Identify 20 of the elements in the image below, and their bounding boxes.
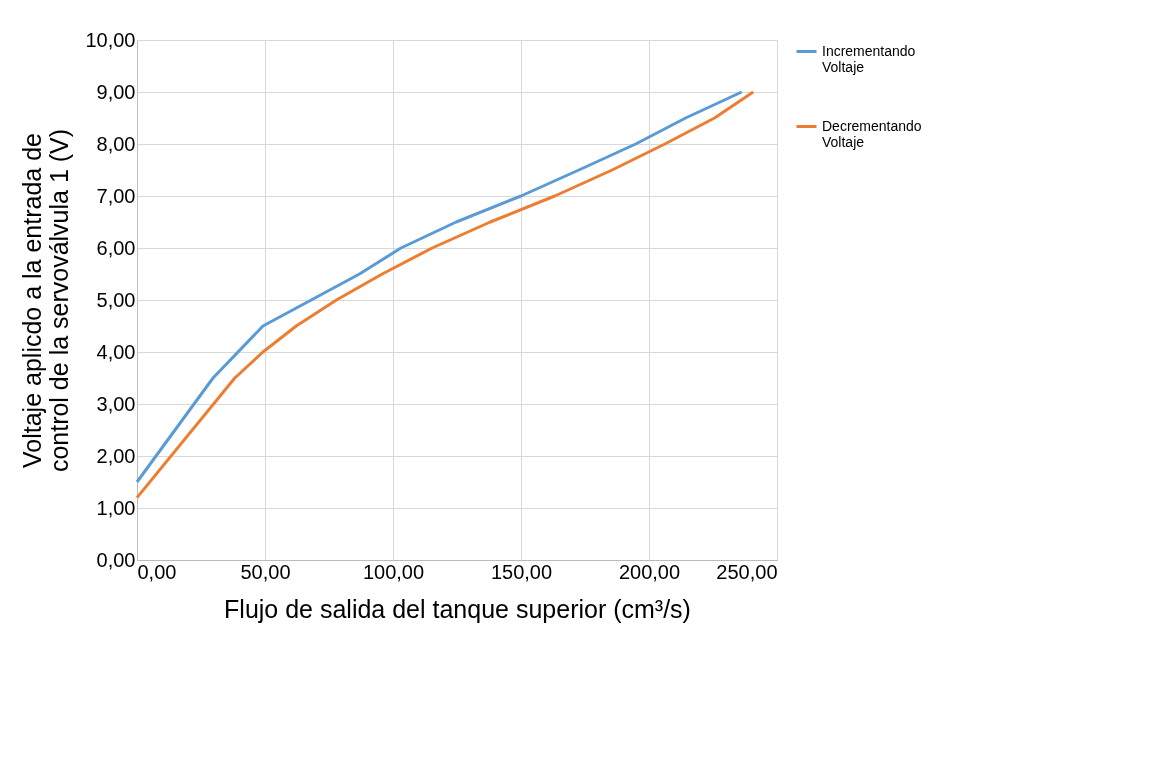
x-tick-label: 250,00 bbox=[716, 560, 778, 583]
x-axis-title: Flujo de salida del tanque superior (cm³/s) bbox=[224, 594, 691, 623]
x-tick-label: 50,00 bbox=[240, 560, 291, 583]
y-axis-title: Voltaje aplicdo a la entrada de control de la servoválvula 1 (V) bbox=[18, 128, 74, 473]
y-tick-label: 8,00 bbox=[96, 132, 136, 155]
y-tick-label: 2,00 bbox=[96, 444, 136, 467]
x-tick-label: 200,00 bbox=[618, 560, 681, 583]
x-tick-label: 100,00 bbox=[362, 560, 425, 583]
legend-label: Incrementando Voltaje bbox=[822, 42, 916, 75]
y-tick-label: 1,00 bbox=[96, 496, 136, 519]
y-tick-label: 9,00 bbox=[96, 80, 136, 103]
y-tick-label: 6,00 bbox=[96, 236, 136, 259]
x-tick-label: 0,00 bbox=[137, 560, 177, 583]
y-tick-label: 4,00 bbox=[96, 340, 136, 363]
y-tick-label: 3,00 bbox=[96, 392, 136, 415]
y-tick-label: 10,00 bbox=[85, 28, 136, 51]
y-tick-label: 5,00 bbox=[96, 288, 136, 311]
y-tick-label: 7,00 bbox=[96, 184, 136, 207]
legend-label: Decrementando Voltaje bbox=[822, 117, 922, 150]
x-tick-label: 150,00 bbox=[490, 560, 553, 583]
